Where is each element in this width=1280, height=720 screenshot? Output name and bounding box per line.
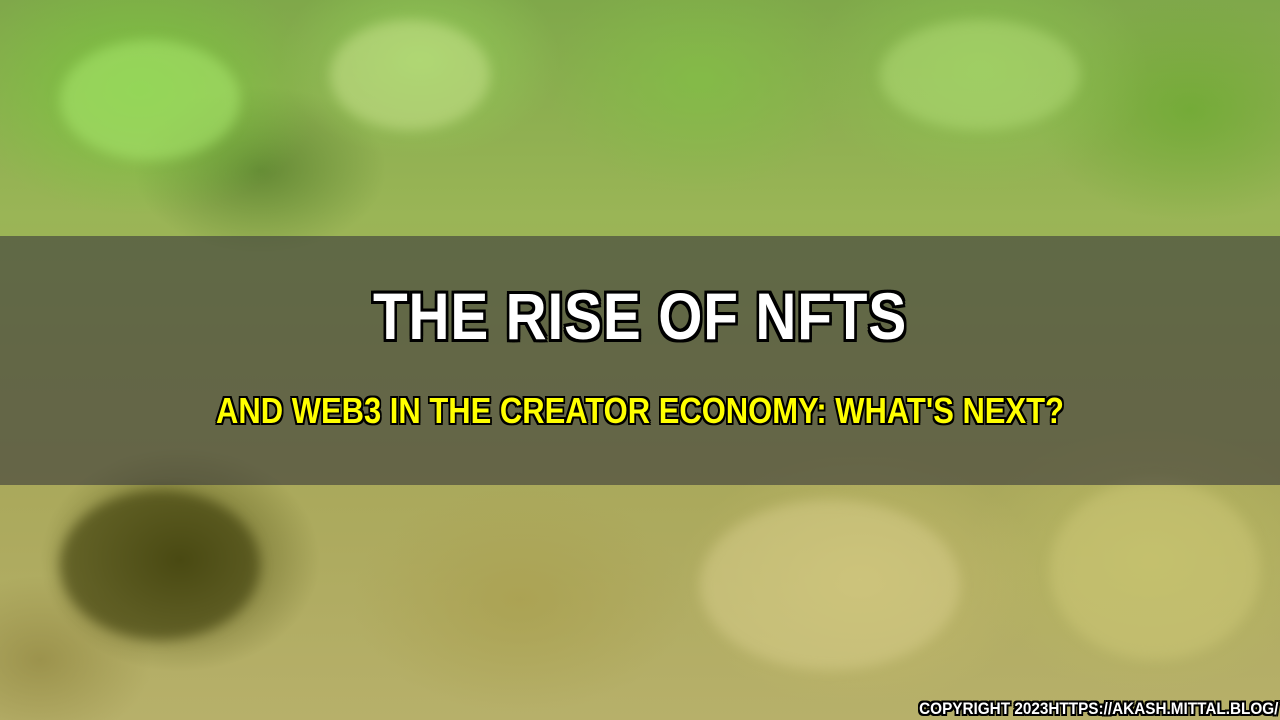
page-subtitle: and Web3 in the Creator Economy: What's … bbox=[216, 390, 1064, 431]
headline-band bbox=[0, 236, 1280, 485]
background-texture-patch bbox=[60, 40, 240, 160]
background-texture-patch bbox=[700, 500, 960, 670]
background-texture-patch bbox=[330, 20, 490, 130]
background-texture-patch bbox=[1050, 480, 1260, 660]
background-texture-patch bbox=[880, 20, 1080, 130]
page-title: The Rise of NFTs bbox=[372, 279, 908, 353]
copyright-notice: Copyright 2023https://akash.mittal.blog/ bbox=[918, 699, 1279, 718]
background-texture-patch bbox=[60, 490, 260, 640]
